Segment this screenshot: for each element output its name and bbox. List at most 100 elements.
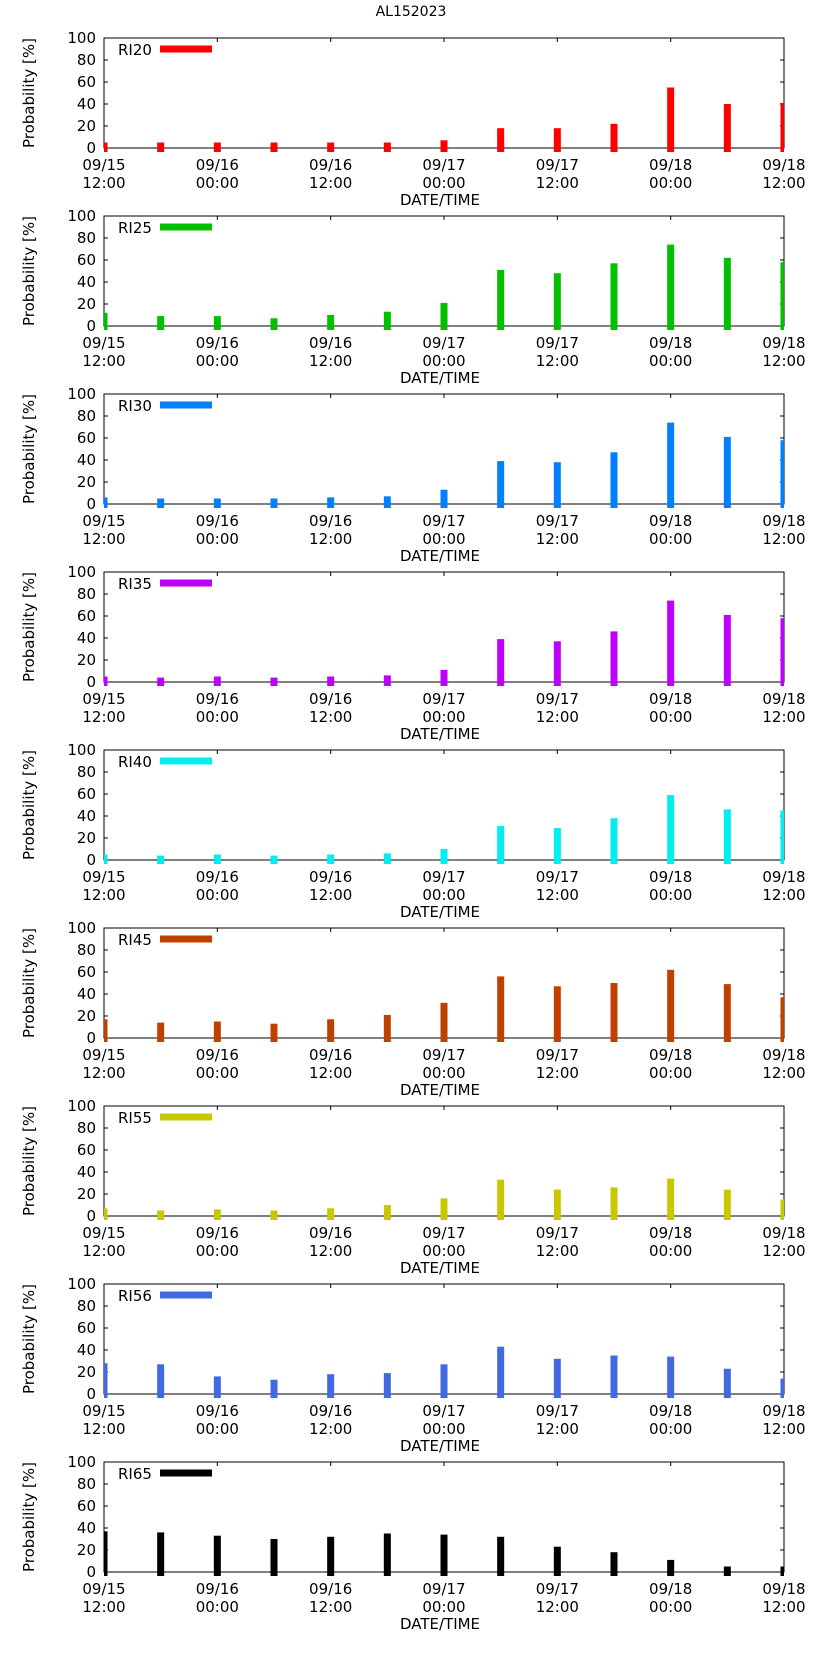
bar — [497, 269, 505, 330]
x-tick-label-date: 09/16 — [196, 868, 239, 886]
x-tick-label-date: 09/18 — [762, 1046, 805, 1064]
bar — [440, 669, 448, 686]
bar — [440, 1002, 448, 1042]
bar — [723, 1189, 731, 1220]
x-tick-label-time: 12:00 — [309, 1242, 352, 1260]
bar — [270, 1539, 278, 1576]
x-tick-label-time: 12:00 — [309, 1064, 352, 1082]
x-tick-label-date: 09/18 — [762, 512, 805, 530]
bar — [553, 128, 561, 152]
x-tick-label-date: 09/17 — [422, 690, 465, 708]
x-tick-label-time: 12:00 — [309, 708, 352, 726]
x-tick-label-date: 09/17 — [422, 1402, 465, 1420]
bar — [213, 1535, 221, 1576]
bar — [667, 795, 675, 864]
x-tick-label-time: 00:00 — [649, 174, 692, 192]
x-tick-label-date: 09/17 — [422, 1046, 465, 1064]
x-tick-label-time: 00:00 — [422, 708, 465, 726]
bar — [270, 142, 278, 152]
bar — [213, 1376, 221, 1398]
bar — [667, 244, 675, 330]
x-tick-label-date: 09/18 — [649, 1580, 692, 1598]
plot-frame — [103, 749, 785, 861]
chart-panel-ri56: 02040608010009/1512:0009/1600:0009/1612:… — [20, 1275, 806, 1455]
y-tick-label: 80 — [77, 1119, 96, 1137]
bar — [327, 497, 335, 508]
x-tick-label-time: 12:00 — [536, 708, 579, 726]
x-tick-label-time: 12:00 — [82, 886, 125, 904]
bar — [104, 142, 108, 152]
x-axis-label: DATE/TIME — [400, 369, 480, 387]
bar — [383, 1014, 391, 1042]
x-tick-label-time: 12:00 — [536, 530, 579, 548]
x-tick-label-time: 12:00 — [536, 1064, 579, 1082]
bar — [610, 983, 618, 1042]
x-tick-label-time: 12:00 — [762, 530, 805, 548]
bar — [610, 1552, 618, 1576]
bar — [157, 1022, 165, 1042]
bar — [780, 102, 784, 152]
x-tick-label-date: 09/17 — [536, 1580, 579, 1598]
y-tick-label: 60 — [77, 1497, 96, 1515]
bar — [780, 1378, 784, 1398]
plot-frame — [103, 393, 785, 505]
x-tick-label-time: 12:00 — [762, 352, 805, 370]
x-tick-label-date: 09/18 — [649, 156, 692, 174]
x-tick-label-date: 09/16 — [196, 1046, 239, 1064]
y-tick-label: 40 — [77, 273, 96, 291]
bar — [723, 614, 731, 686]
x-tick-label-date: 09/18 — [649, 1402, 692, 1420]
bar — [104, 676, 108, 686]
x-tick-label-time: 12:00 — [762, 1420, 805, 1438]
chart-panel-ri40: 02040608010009/1512:0009/1600:0009/1612:… — [20, 741, 806, 921]
bar — [327, 1536, 335, 1576]
x-tick-label-time: 12:00 — [309, 174, 352, 192]
x-tick-label-time: 00:00 — [196, 1242, 239, 1260]
y-tick-label: 0 — [86, 1207, 96, 1225]
bar — [157, 677, 165, 686]
y-tick-label: 0 — [86, 673, 96, 691]
bar — [383, 1373, 391, 1398]
bar — [104, 1019, 108, 1042]
x-tick-label-time: 00:00 — [196, 708, 239, 726]
y-tick-label: 60 — [77, 73, 96, 91]
x-tick-label-date: 09/15 — [82, 334, 125, 352]
bar — [497, 976, 505, 1042]
y-tick-label: 40 — [77, 1519, 96, 1537]
bar — [497, 639, 505, 686]
y-tick-label: 20 — [77, 651, 96, 669]
x-tick-label-date: 09/15 — [82, 868, 125, 886]
x-tick-label-date: 09/15 — [82, 1224, 125, 1242]
bar — [213, 316, 221, 330]
chart-panel-ri55: 02040608010009/1512:0009/1600:0009/1612:… — [20, 1097, 806, 1277]
y-tick-label: 60 — [77, 1319, 96, 1337]
bar — [723, 257, 731, 330]
y-axis-label: Probability [%] — [20, 1284, 38, 1394]
x-tick-label-time: 00:00 — [422, 352, 465, 370]
x-tick-label-time: 00:00 — [649, 1420, 692, 1438]
bar — [610, 452, 618, 508]
x-tick-label-time: 12:00 — [82, 708, 125, 726]
y-tick-label: 100 — [67, 385, 96, 403]
y-axis-label: Probability [%] — [20, 1106, 38, 1216]
bar — [157, 1210, 165, 1220]
x-axis-label: DATE/TIME — [400, 1259, 480, 1277]
bar — [610, 1187, 618, 1220]
bar — [213, 854, 221, 864]
y-tick-label: 40 — [77, 1163, 96, 1181]
bar — [383, 1205, 391, 1220]
x-tick-label-time: 12:00 — [536, 1598, 579, 1616]
bar — [667, 600, 675, 686]
x-tick-label-time: 12:00 — [536, 886, 579, 904]
x-tick-label-date: 09/15 — [82, 512, 125, 530]
x-tick-label-date: 09/15 — [82, 1402, 125, 1420]
bar — [610, 263, 618, 330]
bar — [610, 818, 618, 864]
x-tick-label-date: 09/17 — [536, 1402, 579, 1420]
y-tick-label: 60 — [77, 607, 96, 625]
bar — [780, 440, 784, 508]
y-tick-label: 20 — [77, 473, 96, 491]
x-tick-label-time: 00:00 — [422, 886, 465, 904]
y-tick-label: 0 — [86, 139, 96, 157]
bar — [327, 676, 335, 686]
